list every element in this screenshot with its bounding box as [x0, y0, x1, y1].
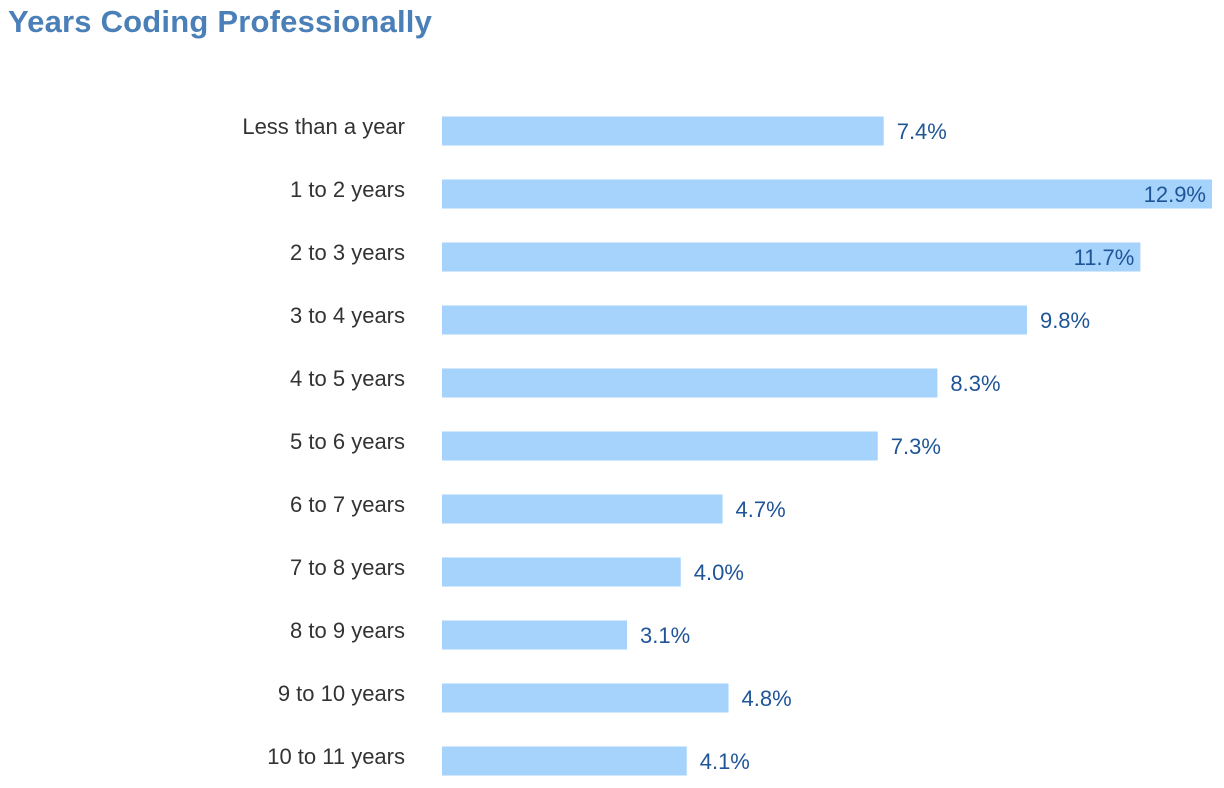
- category-label-7-to-8-years: 7 to 8 years: [290, 555, 405, 580]
- bar-7-to-8-years: [442, 557, 681, 587]
- category-label-2-to-3-years: 2 to 3 years: [290, 240, 405, 265]
- category-label-less-than-a-year: Less than a year: [242, 114, 405, 139]
- bar-less-than-a-year: [442, 116, 884, 146]
- value-label-less-than-a-year: 7.4%: [897, 119, 947, 144]
- value-label-3-to-4-years: 9.8%: [1040, 308, 1090, 333]
- value-label-7-to-8-years: 4.0%: [694, 560, 744, 585]
- bar-5-to-6-years: [442, 431, 878, 461]
- value-label-1-to-2-years: 12.9%: [1144, 182, 1206, 207]
- bar-10-to-11-years: [442, 746, 687, 776]
- category-labels-group: Less than a year 1 to 2 years 2 to 3 years…: [242, 114, 405, 769]
- value-label-8-to-9-years: 3.1%: [640, 623, 690, 648]
- bar-2-to-3-years: [442, 242, 1141, 272]
- bar-4-to-5-years: [442, 368, 938, 398]
- category-label-3-to-4-years: 3 to 4 years: [290, 303, 405, 328]
- category-label-8-to-9-years: 8 to 9 years: [290, 618, 405, 643]
- bar-9-to-10-years: [442, 683, 729, 713]
- value-label-9-to-10-years: 4.8%: [742, 686, 792, 711]
- value-label-2-to-3-years: 11.7%: [1074, 245, 1135, 270]
- category-label-9-to-10-years: 9 to 10 years: [278, 681, 405, 706]
- value-labels-group: 7.4% 12.9% 11.7% 9.8% 8.3% 7.3% 4.7% 4.0% 3.1% 4.…: [640, 119, 1206, 774]
- bar-3-to-4-years: [442, 305, 1027, 335]
- value-label-5-to-6-years: 7.3%: [891, 434, 941, 459]
- category-label-4-to-5-years: 4 to 5 years: [290, 366, 405, 391]
- category-label-5-to-6-years: 5 to 6 years: [290, 429, 405, 454]
- bar-8-to-9-years: [442, 620, 628, 650]
- bar-1-to-2-years: [442, 179, 1212, 209]
- value-label-6-to-7-years: 4.7%: [736, 497, 786, 522]
- category-label-6-to-7-years: 6 to 7 years: [290, 492, 405, 517]
- category-label-10-to-11-years: 10 to 11 years: [267, 744, 405, 769]
- chart-title: Years Coding Professionally: [8, 4, 433, 39]
- bar-6-to-7-years: [442, 494, 723, 524]
- category-label-1-to-2-years: 1 to 2 years: [290, 177, 405, 202]
- bars-group: [442, 116, 1212, 776]
- value-label-4-to-5-years: 8.3%: [950, 371, 1000, 396]
- value-label-10-to-11-years: 4.1%: [700, 749, 750, 774]
